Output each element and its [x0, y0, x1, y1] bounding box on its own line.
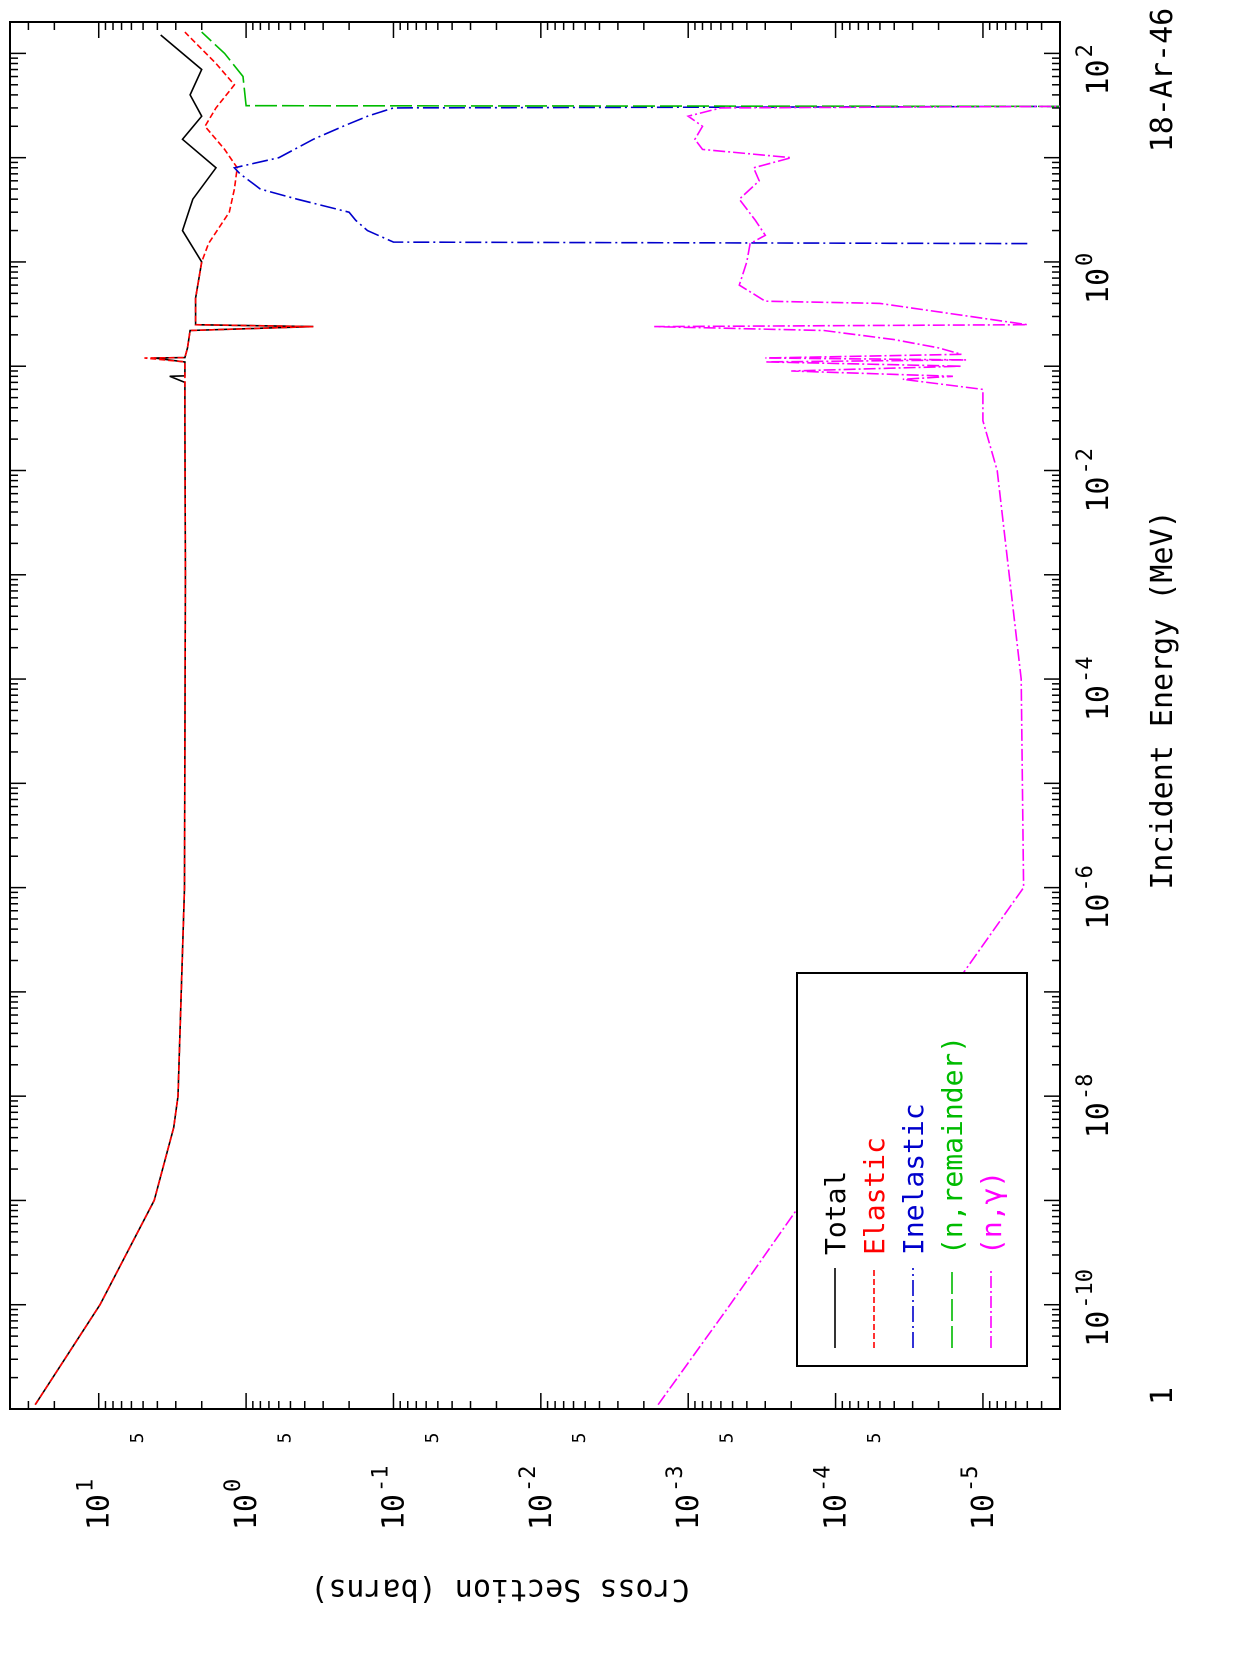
- svg-text:10: 10: [524, 1494, 559, 1530]
- svg-text:-5: -5: [958, 1466, 983, 1493]
- y-tick-label: 10-1: [368, 1466, 411, 1531]
- legend-label-0: Total: [819, 1171, 852, 1255]
- x-tick-label: 10-2: [1073, 448, 1116, 513]
- x-tick-label: 100: [1073, 253, 1116, 304]
- svg-text:10: 10: [1081, 1311, 1116, 1347]
- series-line-2: [232, 105, 1061, 245]
- svg-text:2: 2: [1073, 44, 1098, 57]
- svg-text:1: 1: [74, 1479, 99, 1492]
- svg-text:10: 10: [1081, 1102, 1116, 1138]
- svg-text:-2: -2: [516, 1466, 541, 1493]
- y-tick-label: 10-3: [663, 1466, 706, 1531]
- x-tick-label: 10-6: [1073, 865, 1116, 930]
- svg-text:10: 10: [1081, 685, 1116, 721]
- svg-text:-2: -2: [1073, 448, 1098, 475]
- axis-ticks: [9, 21, 1061, 1410]
- y-tick-label: 10-5: [958, 1466, 1001, 1531]
- y-minor-label: 5: [422, 1433, 443, 1444]
- x-corner-label: 1: [1145, 1387, 1180, 1405]
- svg-text:-6: -6: [1073, 865, 1098, 892]
- svg-text:10: 10: [671, 1494, 706, 1530]
- y-tick-label: 100: [221, 1479, 264, 1530]
- svg-text:-4: -4: [811, 1466, 836, 1493]
- svg-text:10: 10: [819, 1494, 854, 1530]
- y-minor-label: 5: [569, 1433, 590, 1444]
- series-layer: [34, 31, 1061, 1406]
- svg-text:10: 10: [1081, 894, 1116, 930]
- svg-text:0: 0: [221, 1479, 246, 1492]
- svg-text:-1: -1: [368, 1466, 393, 1493]
- svg-text:10: 10: [1081, 477, 1116, 513]
- x-axis-label: Incident Energy (MeV): [1145, 510, 1180, 889]
- series-line-3: [201, 31, 1061, 108]
- svg-text:10: 10: [966, 1494, 1001, 1530]
- x-tick-label: 10-8: [1073, 1074, 1116, 1139]
- svg-text:10: 10: [82, 1494, 117, 1530]
- chart-title: 18-Ar-46: [1145, 8, 1180, 153]
- svg-text:0: 0: [1073, 253, 1098, 266]
- svg-text:10: 10: [229, 1494, 264, 1530]
- series-line-1: [34, 31, 314, 1406]
- plot-frame: [9, 21, 1061, 1410]
- y-minor-label: 5: [717, 1433, 738, 1444]
- y-minor-label: 5: [864, 1433, 885, 1444]
- y-minor-label: 5: [274, 1433, 295, 1444]
- legend-label-2: Inelastic: [897, 1103, 930, 1255]
- y-tick-label: 10-2: [516, 1466, 559, 1531]
- legend: Total Elastic Inelastic (n,remainder) (n,γ): [796, 972, 1028, 1367]
- svg-text:-4: -4: [1073, 657, 1098, 684]
- svg-text:10: 10: [1081, 59, 1116, 95]
- legend-label-1: Elastic: [858, 1137, 891, 1255]
- x-tick-label: 102: [1073, 44, 1116, 95]
- series-line-4: [654, 105, 1061, 1406]
- series-line-0: [34, 34, 314, 1406]
- svg-text:10: 10: [1081, 268, 1116, 304]
- svg-text:-3: -3: [663, 1466, 688, 1493]
- y-minor-label: 5: [127, 1433, 148, 1444]
- y-axis-label: Cross Section (barns): [310, 1572, 689, 1607]
- svg-text:-10: -10: [1073, 1269, 1098, 1309]
- y-tick-label: 101: [74, 1479, 117, 1530]
- y-tick-label: 10-4: [811, 1466, 854, 1531]
- svg-text:10: 10: [376, 1494, 411, 1530]
- tick-labels: 10-1010-810-610-410-210010210110010-110-…: [74, 44, 1116, 1530]
- x-tick-label: 10-10: [1073, 1269, 1116, 1347]
- svg-text:-8: -8: [1073, 1074, 1098, 1101]
- legend-label-3: (n,remainder): [936, 1036, 969, 1255]
- x-tick-label: 10-4: [1073, 657, 1116, 722]
- legend-label-4: (n,γ): [975, 1171, 1008, 1255]
